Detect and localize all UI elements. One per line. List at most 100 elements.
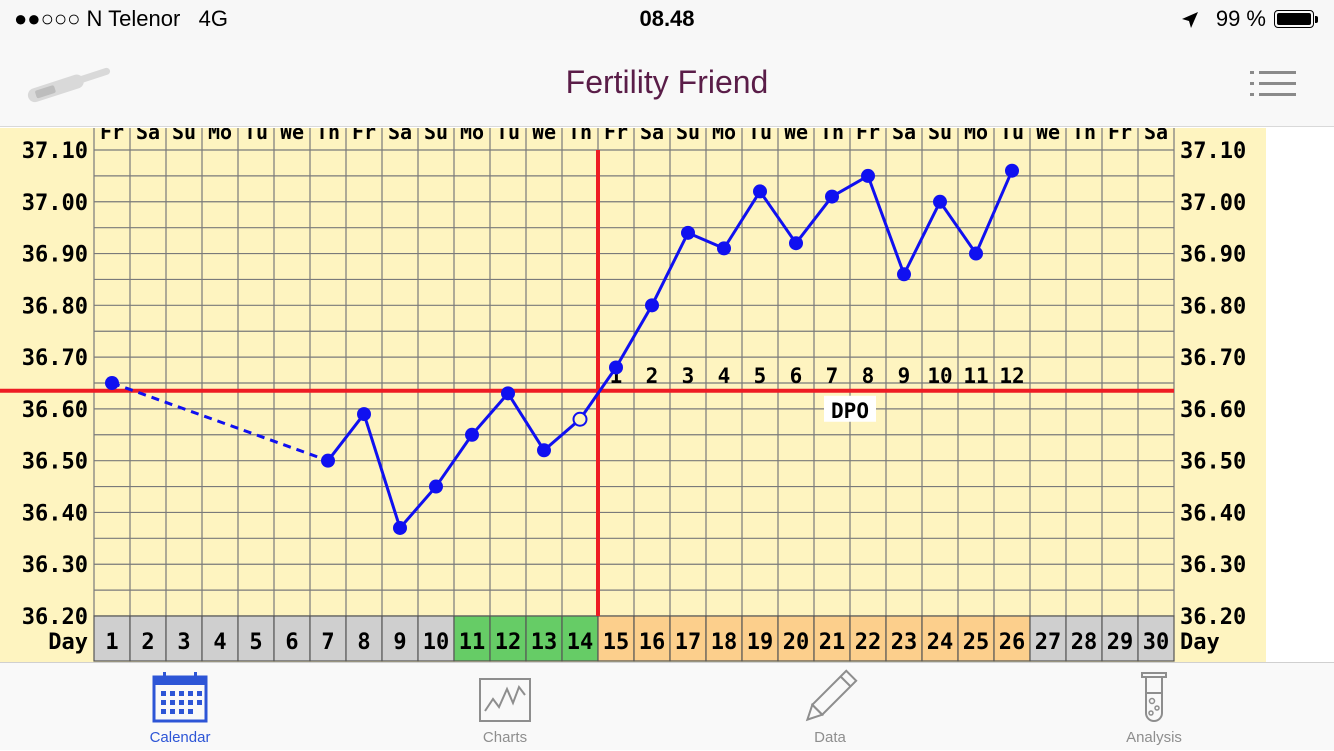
day-cell [129,615,167,662]
bbt-chart[interactable]: 37.10 37.10 37.00 37.00 36.90 36.90 36.80 36.80… [0,128,1334,663]
day-cell [345,615,383,662]
temp-point [609,360,623,375]
weekday-label: Th [820,128,844,144]
y-tick-label-right: 36.70 [1180,346,1246,371]
tab-calendar[interactable]: Calendar [90,663,270,751]
weekday-label: Su [676,128,700,144]
series-segment [543,418,581,452]
day-number: 29 [1107,630,1134,655]
series-segment [326,413,366,462]
y-tick-label-right: 36.50 [1180,450,1246,475]
dpo-label-bg [824,395,876,422]
weekday-label: Fr [1108,128,1132,144]
dpo-number: 4 [718,364,731,388]
tab-data[interactable]: Data [740,663,920,751]
weekday-label: Tu [244,128,268,144]
temp-point [933,194,947,209]
day-number: 12 [495,630,522,655]
day-cell [165,615,203,662]
series-segment [902,201,942,275]
temp-point [789,236,803,251]
series-segment [362,413,402,529]
temp-point [1005,163,1019,178]
menu-icon[interactable] [1250,68,1298,100]
day-number: 7 [321,630,334,655]
weekday-label: We [532,128,556,144]
calendar-icon [152,672,208,723]
weekday-label: We [784,128,808,144]
y-tick-label-left: 36.90 [22,243,88,268]
thermometer-icon[interactable] [18,64,114,104]
tab-bar: Calendar Charts Data Analysis [0,662,1334,750]
day-number: 20 [783,630,810,655]
series-segment [794,195,834,245]
day-number: 13 [531,630,558,655]
day-row-label-right: Day [1180,630,1220,655]
weekday-label: Su [424,128,448,144]
app-title: Fertility Friend [565,64,769,100]
day-number: 3 [177,630,190,655]
pencil-icon [805,669,858,722]
weekday-label: Tu [1000,128,1024,144]
y-tick-label-right: 37.10 [1180,139,1246,164]
series-segment [758,190,798,245]
dpo-number: 12 [999,364,1024,388]
y-tick-label-right: 36.80 [1180,294,1246,319]
weekday-label: Tu [496,128,520,144]
battery-percentage: 99 % [1215,6,1266,31]
day-number: 27 [1035,630,1062,655]
dpo-number: 3 [682,364,695,388]
day-number: 28 [1071,630,1098,655]
day-cell [1101,615,1139,662]
day-number: 11 [459,630,486,655]
day-number: 26 [999,630,1026,655]
status-time: 08.48 [639,6,695,31]
day-number: 1 [105,630,118,655]
y-tick-label-left: 36.40 [22,501,88,526]
tab-charts[interactable]: Charts [415,663,595,751]
y-tick-label-right: 36.90 [1180,243,1246,268]
day-number: 9 [393,630,406,655]
tab-charts-label: Charts [482,729,528,746]
tab-data-label: Data [814,729,846,746]
day-cell [237,615,275,662]
location-arrow-icon [1182,12,1198,28]
weekday-label: Mo [460,128,484,144]
day-cell [453,615,491,662]
temp-point [969,246,983,261]
series-segment [506,392,546,452]
series-segment [398,485,438,529]
temp-point [681,225,695,240]
temp-point [861,168,875,183]
bbt-chart-svg: 37.10 37.10 37.00 37.00 36.90 36.90 36.80 36.80… [0,128,1334,663]
day-number: 5 [249,630,262,655]
weekday-label: Sa [388,128,412,144]
y-tick-label-left: 37.10 [22,139,88,164]
series-segment [866,175,906,275]
series-segment [578,366,618,421]
weekday-label: Fr [100,128,124,144]
day-number: 2 [141,630,154,655]
weekday-label: Mo [208,128,232,144]
series-gap-segment [111,381,329,463]
day-cell [417,615,455,662]
day-cell [1137,615,1175,662]
day-number: 16 [639,630,666,655]
temp-point [717,241,731,256]
y-tick-label-right: 36.60 [1180,398,1246,423]
weekday-label: Sa [892,128,916,144]
day-cell [741,615,779,662]
temp-point [537,443,551,458]
y-tick-label-right: 36.40 [1180,501,1246,526]
day-number: 6 [285,630,298,655]
tab-analysis[interactable]: Analysis [1064,663,1244,751]
day-number: 4 [213,630,226,655]
day-cell [489,615,527,662]
day-cell [885,615,923,662]
weekday-label: We [280,128,304,144]
weekday-label: Th [316,128,340,144]
chart-background [0,128,1266,663]
series-segment [434,433,474,488]
status-bar: ●●○○○ N Telenor 4G 08.48 99 % [0,0,1334,40]
series-segment [974,170,1014,255]
